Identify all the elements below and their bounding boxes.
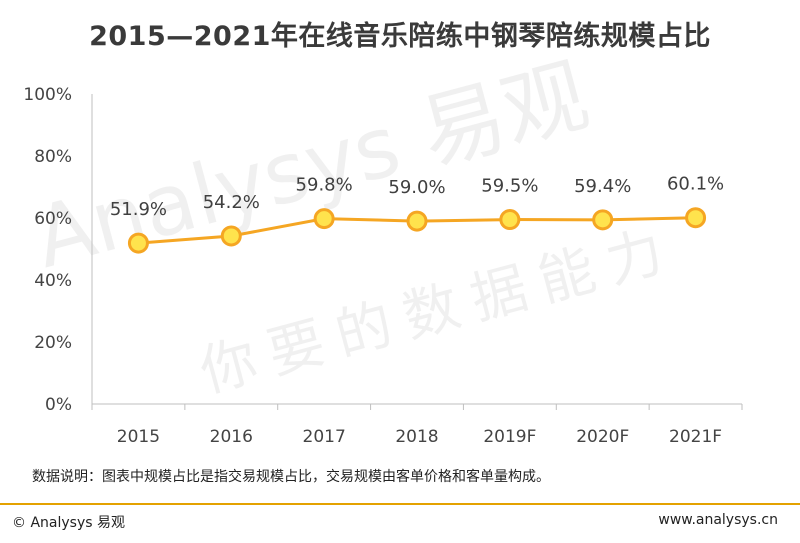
data-labels: 51.9% 54.2% 59.8% 59.0% 59.5% 59.4% 60.1% [110, 174, 724, 220]
y-tick-label: 0% [45, 395, 72, 415]
data-label: 51.9% [110, 199, 167, 220]
data-note: 数据说明：图表中规模占比是指交易规模占比，交易规模由客单价格和客单量构成。 [32, 469, 550, 485]
data-point[interactable] [499, 209, 521, 231]
data-label: 54.2% [203, 192, 260, 213]
y-tick-label: 60% [34, 209, 72, 229]
footer-copyright: © Analysys 易观 [12, 515, 125, 531]
y-tick-label: 100% [23, 85, 72, 105]
data-point[interactable] [592, 209, 614, 231]
x-axis-labels: 2015 2016 2017 2018 2019F 2020F 2021F [117, 427, 722, 447]
data-label: 59.8% [296, 175, 353, 196]
y-tick-label: 20% [34, 333, 72, 353]
x-tick-label: 2020F [576, 427, 629, 447]
x-axis-ticks [91, 404, 743, 410]
data-label: 59.5% [481, 176, 538, 197]
data-label: 59.4% [574, 176, 631, 197]
x-tick-label: 2017 [303, 427, 346, 447]
x-tick-label: 2019F [483, 427, 536, 447]
y-tick-label: 80% [34, 147, 72, 167]
y-axis-labels: 0% 20% 40% 60% 80% 100% [23, 85, 72, 415]
data-label: 59.0% [388, 177, 445, 198]
x-tick-label: 2015 [117, 427, 160, 447]
data-point[interactable] [313, 208, 335, 230]
data-point[interactable] [127, 232, 149, 254]
chart-title: 2015—2021年在线音乐陪练中钢琴陪练规模占比 [89, 21, 711, 52]
x-tick-label: 2021F [669, 427, 722, 447]
x-tick-label: 2018 [395, 427, 438, 447]
footer-rule [0, 503, 800, 505]
footer-website[interactable]: www.analysys.cn [658, 512, 778, 528]
data-point[interactable] [220, 225, 242, 247]
data-point[interactable] [685, 207, 707, 229]
data-label: 60.1% [667, 174, 724, 195]
data-markers [127, 207, 707, 254]
x-tick-label: 2016 [210, 427, 253, 447]
data-point[interactable] [406, 210, 428, 232]
y-tick-label: 40% [34, 271, 72, 291]
